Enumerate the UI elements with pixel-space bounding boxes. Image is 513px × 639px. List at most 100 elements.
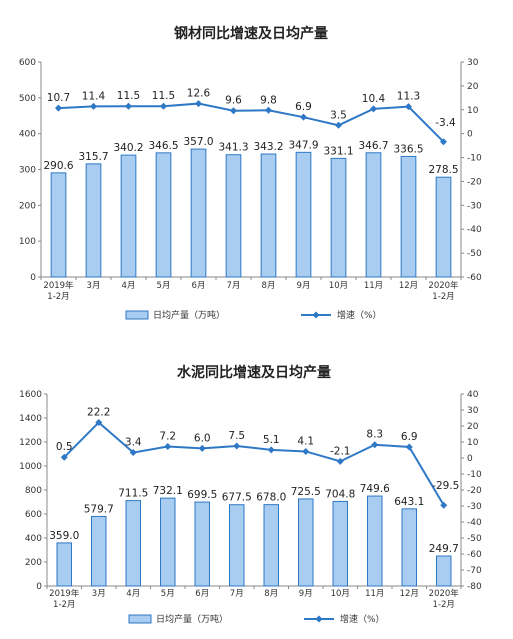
- x-tick-label: 2020年: [429, 588, 460, 599]
- legend-line-label: 增速（%）: [340, 613, 385, 625]
- x-tick-label: 9月: [297, 281, 311, 291]
- right-tick-label: -60: [467, 550, 482, 560]
- x-tick-label: 12月: [399, 281, 418, 291]
- bar: [295, 151, 312, 278]
- line-value-label: 12.6: [187, 88, 211, 100]
- right-tick-label: -50: [467, 534, 482, 544]
- bar-value-label: 749.6: [360, 483, 390, 495]
- line-value-label: 5.1: [263, 434, 280, 446]
- right-tick-label: -60: [467, 273, 482, 283]
- bar: [263, 504, 279, 587]
- line-point: [230, 107, 237, 115]
- left-tick-label: 0: [30, 273, 36, 283]
- bar-value-label: 347.9: [288, 139, 318, 151]
- right-tick-label: 30: [467, 406, 479, 416]
- line-value-label: 9.8: [260, 94, 277, 106]
- bar-value-label: 331.1: [323, 145, 353, 157]
- x-tick-label: 10月: [331, 589, 350, 599]
- x-tick-label: 2019年: [49, 588, 80, 599]
- x-tick-label: 1-2月: [433, 600, 455, 610]
- bar: [194, 501, 210, 587]
- legend: 日均产量（万吨） 增速（%）: [128, 613, 385, 625]
- right-tick-label: 10: [467, 106, 479, 116]
- bar: [435, 176, 452, 278]
- bar: [50, 172, 67, 278]
- bar: [91, 515, 107, 587]
- bar-value-label: 336.5: [393, 143, 423, 155]
- bar-value-label: 357.0: [183, 136, 213, 148]
- legend-bar-swatch: [128, 614, 152, 624]
- bar: [160, 497, 176, 587]
- bar: [365, 152, 382, 278]
- line-point: [371, 441, 379, 449]
- line-point: [95, 418, 103, 426]
- bar-value-label: 340.2: [113, 142, 143, 154]
- left-tick-label: 500: [19, 94, 36, 104]
- x-tick-label: 6月: [192, 281, 206, 291]
- line-value-label: 8.3: [366, 429, 383, 441]
- left-tick-label: 100: [19, 237, 36, 247]
- bar: [330, 157, 347, 278]
- chart-1: 钢材同比增速及日均产量0100200300400500600-60-50-40-…: [19, 25, 482, 321]
- line-point: [302, 447, 310, 455]
- bar: [298, 498, 314, 587]
- bar-value-label: 643.1: [394, 496, 424, 508]
- bar-value-label: 704.8: [325, 488, 355, 500]
- legend: 日均产量（万吨） 增速（%）: [125, 309, 382, 321]
- line-point: [129, 449, 137, 457]
- line-value-label: 11.5: [152, 90, 175, 102]
- bar-value-label: 677.5: [222, 492, 252, 504]
- line-value-label: 10.4: [362, 93, 386, 105]
- bar-value-label: 315.7: [78, 151, 108, 163]
- right-tick-label: -40: [467, 225, 482, 235]
- bar-value-label: 346.7: [358, 140, 388, 152]
- x-tick-label: 2019年: [43, 280, 74, 291]
- left-tick-label: 200: [19, 201, 36, 211]
- right-tick-label: -20: [467, 486, 482, 496]
- right-tick-label: -30: [467, 502, 482, 512]
- line-point: [335, 121, 342, 129]
- x-tick-label: 1-2月: [47, 292, 69, 302]
- bar-value-label: 346.5: [148, 140, 178, 152]
- line-point: [90, 102, 97, 110]
- bar: [367, 495, 383, 587]
- line-point: [55, 104, 62, 112]
- line-value-label: 7.2: [159, 430, 176, 442]
- right-tick-label: 20: [467, 82, 479, 92]
- line-point: [300, 113, 307, 121]
- line-point: [125, 102, 132, 110]
- line-point: [440, 138, 447, 146]
- left-tick-label: 200: [25, 558, 42, 568]
- right-tick-label: -80: [467, 582, 482, 592]
- x-tick-label: 7月: [230, 589, 244, 599]
- bar-value-label: 341.3: [218, 142, 248, 154]
- left-tick-label: 0: [36, 582, 42, 592]
- left-tick-label: 300: [19, 166, 36, 176]
- x-tick-label: 9月: [299, 589, 313, 599]
- bar: [85, 163, 102, 278]
- line-value-label: 0.5: [56, 441, 73, 453]
- line-point: [60, 453, 68, 461]
- bar: [120, 154, 137, 278]
- x-tick-label: 6月: [195, 589, 209, 599]
- line-point: [164, 442, 172, 450]
- line-value-label: 3.5: [330, 109, 347, 121]
- line-value-label: 22.2: [87, 406, 110, 418]
- right-tick-label: -20: [467, 177, 482, 187]
- bar-value-label: 290.6: [43, 160, 73, 172]
- bar: [436, 555, 452, 587]
- bar-value-label: 249.7: [429, 543, 459, 555]
- line-value-label: 9.6: [225, 95, 242, 107]
- bar-value-label: 678.0: [256, 492, 286, 504]
- bar: [225, 154, 242, 278]
- x-tick-label: 1-2月: [53, 600, 75, 610]
- bar: [125, 500, 141, 587]
- right-tick-label: 20: [467, 422, 479, 432]
- line-value-label: 11.5: [117, 90, 140, 102]
- line-point: [265, 106, 272, 114]
- bar-value-label: 343.2: [253, 141, 283, 153]
- left-tick-label: 400: [25, 534, 42, 544]
- x-tick-label: 1-2月: [432, 292, 454, 302]
- bar-value-label: 278.5: [428, 164, 458, 176]
